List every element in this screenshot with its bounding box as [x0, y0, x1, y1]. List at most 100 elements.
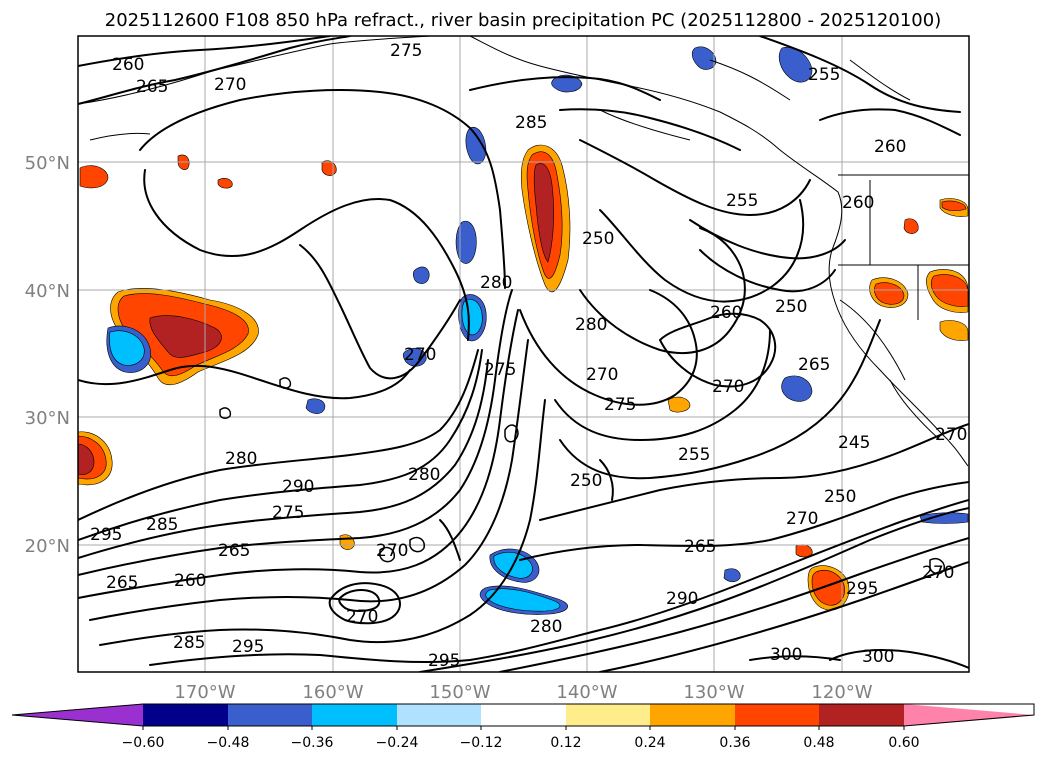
lon-label-120w: 120°W — [811, 682, 872, 703]
contour-label: 275 — [272, 503, 304, 523]
lat-label-30n: 30°N — [25, 408, 70, 429]
contour-label: 280 — [575, 315, 607, 335]
lon-label-130w: 130°W — [683, 682, 744, 703]
precip-shade-neg-strong — [551, 74, 583, 93]
contour-labels: 260 265 270 275 285 255 260 260 255 250 … — [90, 41, 967, 671]
contour-label: 270 — [404, 345, 436, 365]
contour-label: 300 — [770, 645, 802, 665]
contour-label: 270 — [712, 377, 744, 397]
precip-shade-pos-strong — [217, 178, 233, 189]
colorbar-tick: 0.24 — [634, 735, 665, 751]
contour-label: 295 — [90, 525, 122, 545]
precip-shade-neg-strong — [781, 375, 813, 402]
colorbar-segment — [650, 704, 735, 726]
contour-label: 295 — [846, 579, 878, 599]
contour-label: 270 — [922, 563, 954, 583]
colorbar-tick: −0.12 — [460, 735, 503, 751]
contour-label: 265 — [798, 355, 830, 375]
contour-label: 250 — [582, 229, 614, 249]
colorbar-segment — [735, 704, 819, 726]
colorbar-max-extend — [904, 704, 1034, 726]
contour-label: 260 — [842, 193, 874, 213]
contour-label: 255 — [808, 65, 840, 85]
colorbar-tick: −0.24 — [376, 735, 419, 751]
contour-label: 270 — [786, 509, 818, 529]
contour-label: 295 — [428, 651, 460, 671]
lon-label-150w: 150°W — [429, 682, 490, 703]
contour-label: 285 — [173, 633, 205, 653]
contour-label: 260 — [710, 303, 742, 323]
contour-label: 280 — [530, 617, 562, 637]
map-title: 2025112600 F108 850 hPa refract., river … — [105, 10, 941, 31]
contour-label: 270 — [376, 541, 408, 561]
contour-label: 275 — [484, 360, 516, 380]
colorbar-segment — [819, 704, 904, 726]
contour-label: 250 — [570, 471, 602, 491]
contour-label: 250 — [824, 487, 856, 507]
precip-shading — [78, 46, 969, 615]
colorbar-tick: −0.36 — [291, 735, 334, 751]
contour-label: 270 — [586, 365, 618, 385]
precip-shade-neg-med — [109, 330, 145, 366]
precip-shade-neg-strong — [455, 220, 477, 264]
colorbar-tick: −0.48 — [207, 735, 250, 751]
contour-label: 270 — [935, 425, 967, 445]
precip-shade-pos-strong — [903, 218, 919, 234]
lon-label-160w: 160°W — [302, 682, 363, 703]
lat-label-20n: 20°N — [25, 536, 70, 557]
contour-label: 285 — [146, 515, 178, 535]
contour-label: 260 — [112, 55, 144, 75]
contour-label: 255 — [726, 191, 758, 211]
precip-shade-neg-strong — [691, 46, 717, 70]
precip-shade-neg-strong — [723, 568, 741, 583]
colorbar-segment — [143, 704, 228, 726]
lon-label-170w: 170°W — [174, 682, 235, 703]
contour-label: 245 — [838, 433, 870, 453]
precip-shade-pos-strong — [941, 200, 967, 212]
precip-shade-pos-strong — [874, 282, 905, 305]
contour-label: 280 — [480, 273, 512, 293]
precip-shade-pos-med — [667, 396, 691, 413]
precip-shade-pos-strong — [79, 165, 109, 189]
contour-label: 260 — [174, 571, 206, 591]
contour-label: 270 — [346, 607, 378, 627]
precip-shade-pos-med — [939, 320, 969, 341]
precip-shade-pos-vstrong — [533, 163, 554, 263]
contour-label: 280 — [225, 449, 257, 469]
colorbar-segment — [312, 704, 397, 726]
contour-label: 275 — [390, 41, 422, 61]
contour-label: 265 — [136, 77, 168, 97]
colorbar-segment — [481, 704, 566, 726]
contour-label: 265 — [106, 573, 138, 593]
lon-label-140w: 140°W — [556, 682, 617, 703]
precip-shade-neg-strong — [465, 126, 487, 165]
map-frame — [77, 35, 970, 673]
precip-shade-neg-strong — [402, 348, 427, 367]
map-area: 260 265 270 275 285 255 260 260 255 250 … — [78, 36, 969, 672]
contour-label: 265 — [684, 537, 716, 557]
contour-label: 290 — [666, 589, 698, 609]
precip-shade-neg-strong — [778, 46, 813, 83]
contour-label: 300 — [862, 647, 894, 667]
precip-shade-neg-strong — [305, 398, 326, 414]
colorbar-tick: 0.12 — [550, 735, 581, 751]
precip-shade-pos-vstrong — [78, 443, 95, 475]
colorbar-tick: 0.48 — [803, 735, 834, 751]
contour-label: 260 — [874, 137, 906, 157]
precip-shade-neg-strong — [919, 512, 969, 524]
colorbar-segment — [228, 704, 312, 726]
longitude-labels: 170°W 160°W 150°W 140°W 130°W 120°W — [174, 682, 872, 703]
precip-shade-pos-strong — [811, 569, 845, 606]
lat-label-40n: 40°N — [25, 281, 70, 302]
contour-label: 270 — [214, 75, 246, 95]
precip-shade-pos-strong — [930, 274, 969, 307]
precip-shade-neg-med — [485, 588, 561, 612]
colorbar-segment — [566, 704, 650, 726]
precip-shade-neg-strong — [412, 266, 430, 284]
contour-label: 295 — [232, 637, 264, 657]
contour-label: 280 — [408, 465, 440, 485]
contour-label: 290 — [282, 477, 314, 497]
colorbar: −0.60 −0.48 −0.36 −0.24 −0.12 0.12 0.24 … — [11, 703, 1035, 751]
colorbar-tick: 0.60 — [888, 735, 919, 751]
